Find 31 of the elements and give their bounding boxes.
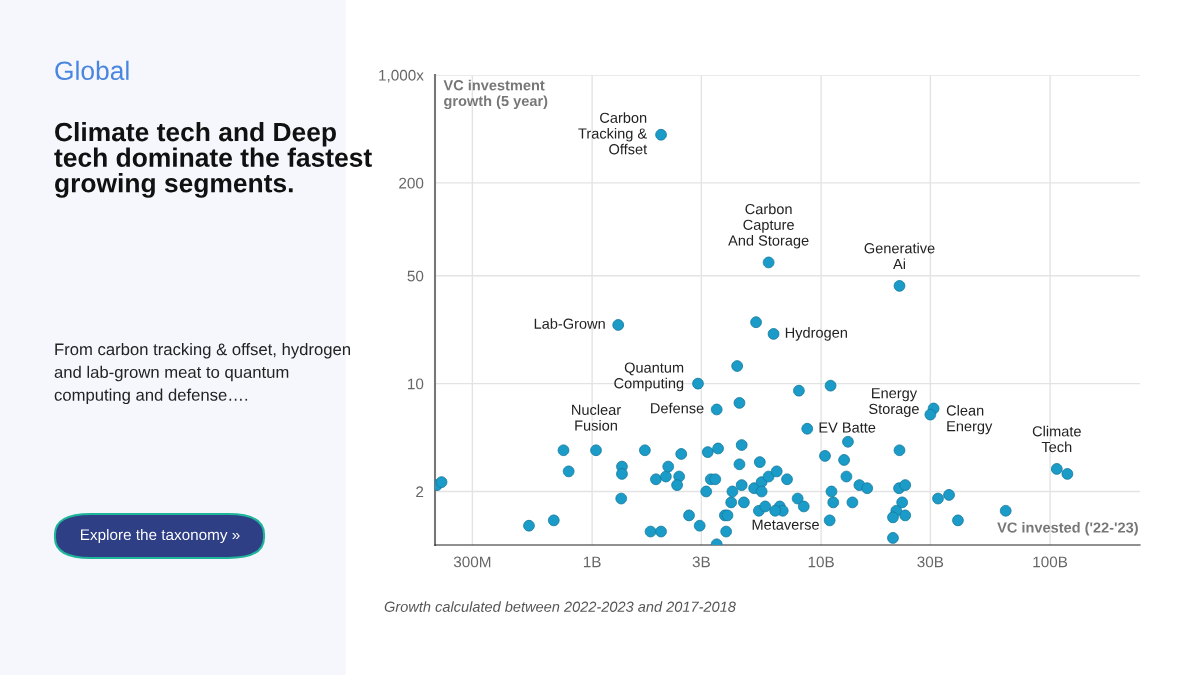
x-tick-label: 10B — [808, 556, 834, 568]
annotation: Nuclear Fusion — [572, 404, 621, 431]
y-tick-label: 50 — [407, 270, 424, 282]
annotation: Lab-Grown — [534, 318, 605, 329]
annotation: Metaverse — [752, 519, 819, 530]
text: Growth calculated between 2022-2023 and 2017-2018 — [384, 601, 736, 612]
y-axis-title: VC investment growth (5 year) — [443, 79, 548, 110]
annotation: Defense — [651, 402, 704, 414]
x-tick-label: 3B — [692, 556, 710, 568]
y-tick-label: 10 — [408, 378, 424, 390]
annotation: Climate Tech — [1032, 425, 1081, 453]
annotation: Carbon Tracking & Offset — [578, 112, 648, 155]
y-tick-label: 1,000x — [379, 69, 424, 83]
text: Climate tech and Deep tech dominate the fastest growing segments. — [54, 122, 372, 198]
x-tick-label: 100B — [1033, 556, 1068, 568]
annotation: Quantum Computing — [614, 362, 684, 392]
annotation: Generative Ai — [864, 242, 935, 269]
text: Explore the taxonomy » — [81, 528, 240, 544]
annotation: Carbon Capture And Storage — [728, 203, 809, 249]
x-axis-title: VC invested ('22-'23) — [997, 522, 1138, 536]
annotation: Energy Storage — [869, 388, 919, 417]
text: Global — [55, 60, 129, 81]
annotation: Clean Energy — [946, 404, 993, 435]
annotation: EV Batte — [819, 422, 876, 433]
x-tick-label: 1B — [583, 556, 601, 568]
y-tick-label: 200 — [399, 177, 424, 189]
annotation: Hydrogen — [785, 327, 847, 341]
y-tick-label: 2 — [416, 486, 424, 498]
x-tick-label: 30B — [917, 556, 944, 568]
text: From carbon tracking & offset, hydrogen and lab-grown meat to quantum computing and defense…. — [54, 343, 350, 405]
x-tick-label: 300M — [453, 556, 491, 568]
